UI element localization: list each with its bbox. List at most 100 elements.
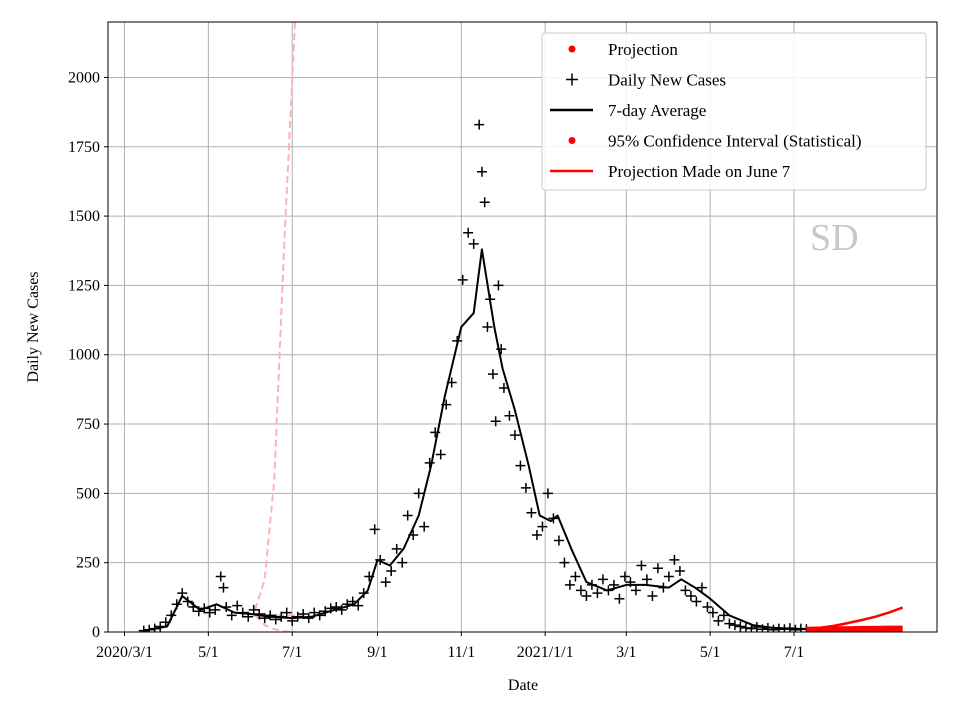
daily-case-point [718,610,729,621]
plot-marks [138,22,904,632]
x-axis-label: Date [508,677,538,694]
y-tick-label: 2000 [68,69,100,86]
daily-case-point [696,582,707,593]
daily-case-point [504,410,515,421]
daily-case-point [647,590,658,601]
daily-case-point [636,560,647,571]
daily-case-point [674,566,685,576]
legend-plus-icon [566,73,578,86]
daily-case-point [210,604,221,615]
daily-case-point [559,557,570,568]
y-tick-label: 500 [76,485,100,502]
daily-case-point [232,600,243,611]
daily-case-point [493,280,504,291]
daily-case-point [537,521,548,532]
daily-case-point [531,529,542,540]
daily-case-point [630,585,641,596]
daily-case-point [386,566,397,576]
legend-dot-icon [568,45,576,53]
daily-case-point [691,596,702,607]
daily-case-point [424,457,435,468]
y-tick-label: 1500 [68,208,100,225]
daily-case-point [592,588,603,599]
daily-case-point [509,430,520,441]
daily-case-point [669,554,680,565]
daily-case-point [498,383,509,393]
y-axis: 0 250 500 750 1000 1250 1500 1750 2000 [68,69,108,641]
legend-label: Projection [608,40,678,59]
daily-case-point [680,585,691,596]
y-tick-label: 750 [76,416,100,433]
daily-case-point [281,607,292,618]
legend-label: Projection Made on June 7 [608,162,791,181]
daily-case-point [564,579,575,590]
daily-case-point [457,274,468,285]
daily-case-point [520,482,531,493]
daily-case-point [597,574,608,585]
daily-case-point [553,535,564,546]
daily-case-point [614,593,625,604]
daily-case-point [476,166,487,177]
plot-frame [107,21,938,633]
daily-case-point [259,613,270,624]
y-tick-label: 1750 [68,139,100,156]
daily-case-point [468,238,479,249]
daily-case-point [768,624,779,632]
x-tick-label: 2020/3/1 [96,644,153,661]
x-tick-label: 2021/1/1 [517,644,574,661]
legend-label: 7-day Average [608,101,706,120]
daily-case-point [641,574,652,585]
earlier-projection-line [254,614,296,632]
daily-case-point [542,488,553,499]
daily-case-point [215,571,226,582]
legend: Projection Daily New Cases 7-day Average 95… [541,32,927,191]
daily-case-point [619,571,630,582]
seven-day-average-line [143,248,807,632]
daily-case-point [482,322,493,332]
y-tick-label: 250 [76,555,100,572]
daily-case-point [479,197,490,208]
daily-case-point [380,577,391,588]
daily-case-point [707,607,718,618]
daily-case-point [702,602,713,613]
daily-case-point [435,449,446,460]
y-tick-label: 1000 [68,347,100,364]
x-tick-label: 9/1 [367,644,387,661]
daily-case-point [204,607,215,618]
watermark: SD [810,217,859,259]
x-tick-label: 5/1 [700,644,720,661]
daily-case-point [413,488,424,499]
daily-case-point [735,621,746,632]
daily-case-point [402,510,413,521]
daily-case-point [713,615,724,626]
daily-case-point [652,563,663,574]
daily-case-point [515,460,526,471]
y-axis-label: Daily New Cases [25,271,42,382]
daily-case-point [490,416,501,427]
x-axis: 2020/3/1 5/1 7/1 9/1 11/1 2021/1/1 3/1 5/1 7/1 [96,632,804,661]
legend-label: Daily New Cases [608,71,726,90]
x-tick-label: 3/1 [616,644,636,661]
earlier-projection-line [254,22,296,611]
confidence-upper-line [806,606,904,630]
daily-case-point [474,119,485,130]
daily-case-point [397,557,408,568]
daily-case-point [487,369,498,380]
daily-case-point [248,604,259,615]
x-tick-label: 7/1 [282,644,302,661]
daily-case-point [685,590,696,601]
daily-case-point [218,582,229,593]
daily-case-point [724,618,735,629]
confidence-lower-line [806,627,903,632]
daily-case-point [740,622,751,632]
y-tick-label: 0 [92,624,100,641]
daily-case-point [391,543,402,554]
legend-label: 95% Confidence Interval (Statistical) [608,132,862,151]
daily-case-point [575,585,586,596]
y-tick-label: 1250 [68,277,100,294]
daily-case-point [663,571,674,582]
daily-case-point [369,524,380,535]
legend-dot-icon [568,137,576,144]
x-tick-label: 5/1 [198,644,218,661]
daily-case-point [729,620,740,631]
